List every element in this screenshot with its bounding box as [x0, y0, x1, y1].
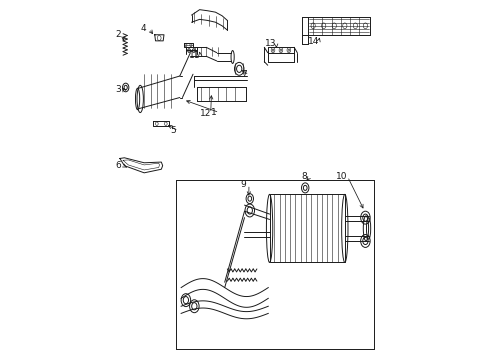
Text: 7: 7 [241, 71, 246, 80]
Text: 2: 2 [115, 30, 121, 39]
Text: 5: 5 [170, 126, 176, 135]
Text: 4: 4 [141, 24, 146, 33]
Text: 14: 14 [307, 37, 318, 46]
Text: 8: 8 [301, 172, 307, 181]
Text: 12: 12 [199, 109, 211, 118]
Text: 1: 1 [211, 108, 217, 117]
Text: 11: 11 [189, 51, 200, 60]
Text: 6: 6 [115, 161, 121, 170]
Text: 3: 3 [115, 85, 121, 94]
Text: 13: 13 [264, 39, 276, 48]
Bar [269, 194, 344, 262]
Text: 9: 9 [241, 180, 246, 189]
Text: 10: 10 [336, 172, 347, 181]
